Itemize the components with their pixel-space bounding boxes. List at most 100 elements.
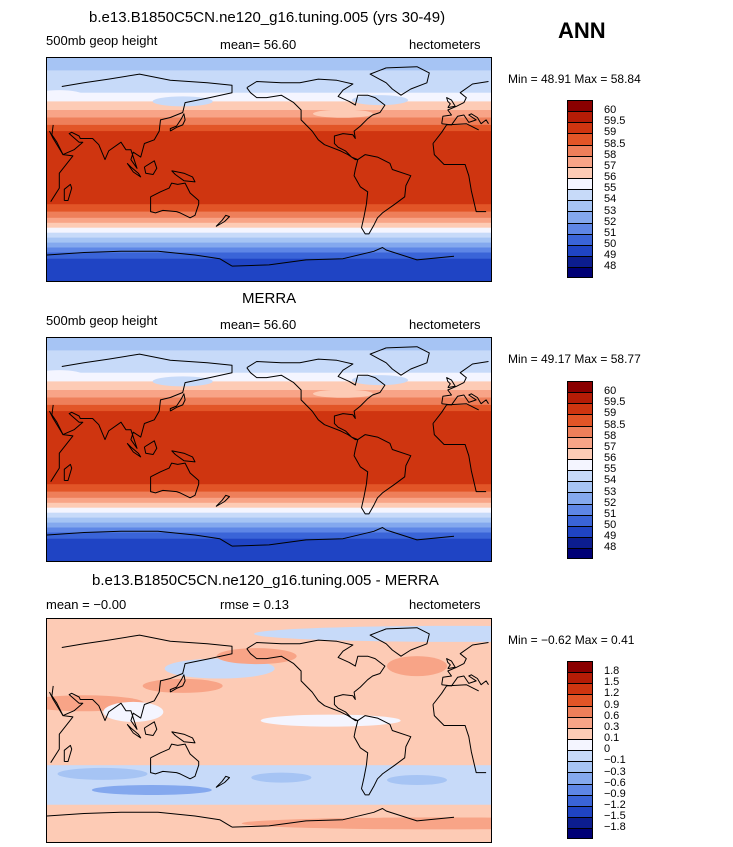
- coastline-outline: [215, 775, 230, 788]
- colorbar-swatch: [567, 267, 593, 279]
- colorbar-swatch: [567, 514, 593, 526]
- colorbar-tick-label: 52: [604, 215, 617, 228]
- colorbar-tick-label: 0.3: [604, 720, 620, 733]
- difference-contour-region: [216, 648, 297, 665]
- coastline-outline: [169, 393, 186, 412]
- height-contour-band: [47, 350, 491, 361]
- colorbar-swatch: [567, 816, 593, 829]
- coastline-outline: [51, 634, 233, 730]
- panel-2-mean-label: mean= 56.60: [220, 317, 297, 332]
- colorbar-tick-label: 57: [604, 440, 617, 453]
- colorbar-swatch: [567, 392, 593, 404]
- colorbar-swatch: [567, 525, 593, 537]
- colorbar-tick-label: 54: [604, 193, 617, 206]
- coastline-outline: [126, 162, 142, 178]
- panel-1-map-svg: [47, 58, 491, 281]
- difference-contour-region: [103, 701, 164, 722]
- colorbar-swatch: [567, 672, 593, 684]
- height-contour-anomaly: [313, 109, 373, 118]
- coastline-outline: [143, 440, 158, 455]
- colorbar-tick-label: 48: [604, 541, 617, 554]
- colorbar-tick-label: 54: [604, 474, 617, 487]
- coastline-group: [47, 627, 489, 828]
- height-contour-band: [47, 227, 491, 234]
- colorbar-swatch: [567, 828, 593, 840]
- colorbar-swatch: [567, 222, 593, 234]
- colorbar-tick-label: 53: [604, 204, 617, 217]
- panel-2-colorbar: [567, 381, 593, 560]
- height-contour-band: [47, 58, 491, 71]
- colorbar-swatch: [567, 447, 593, 459]
- coastline-outline: [441, 674, 489, 687]
- coastline-outline: [143, 160, 158, 175]
- coastline-outline: [215, 214, 230, 227]
- height-contour-band: [47, 538, 491, 561]
- colorbar-tick-label: −1.5: [604, 810, 626, 823]
- height-contour-band: [47, 101, 491, 111]
- colorbar-tick-label: 51: [604, 507, 617, 520]
- panel-3-title: b.e13.B1850C5CN.ne120_g16.tuning.005 - M…: [92, 572, 439, 589]
- coastline-outline: [169, 674, 186, 693]
- coastline-group: [47, 66, 489, 267]
- difference-contour-region: [387, 775, 447, 786]
- height-contour-band: [47, 491, 491, 499]
- coastline-outline: [432, 123, 479, 144]
- height-contour-anomaly: [152, 376, 213, 387]
- colorbar-tick-label: 50: [604, 237, 617, 250]
- height-contour-band: [47, 338, 491, 351]
- colorbar-swatch: [567, 166, 593, 178]
- colorbar-swatch: [567, 772, 593, 784]
- colorbar-swatch: [567, 481, 593, 493]
- panel-2-min-max: Min = 49.17 Max = 58.77: [508, 352, 641, 366]
- height-contour-band: [47, 124, 491, 132]
- colorbar-tick-label: 55: [604, 182, 617, 195]
- height-contour-band: [47, 381, 491, 391]
- colorbar-tick-label: −1.8: [604, 821, 626, 834]
- colorbar-swatch: [567, 716, 593, 728]
- panel-1-min-max: Min = 48.91 Max = 58.84: [508, 72, 641, 86]
- coastline-outline: [432, 403, 479, 424]
- height-contour-band: [47, 217, 491, 224]
- panel-3-mean-label: mean = −0.00: [46, 597, 127, 612]
- difference-contour-region: [241, 817, 491, 830]
- colorbar-swatch: [567, 255, 593, 268]
- coastline-outline: [150, 182, 200, 219]
- colorbar-tick-label: −0.1: [604, 754, 626, 767]
- colorbar-tick-label: 1.5: [604, 676, 620, 689]
- panel-1-map: [46, 57, 492, 282]
- colorbar-swatch: [567, 470, 593, 482]
- coastline-outline: [169, 113, 186, 132]
- coastline-outline: [171, 731, 196, 744]
- colorbar-tick-label: 49: [604, 249, 617, 262]
- colorbar-swatch: [567, 492, 593, 504]
- colorbar-swatch: [567, 133, 593, 145]
- height-contour-band: [47, 242, 491, 249]
- colorbar-swatch: [567, 750, 593, 762]
- colorbar-tick-label: 1.2: [604, 687, 620, 700]
- coastline-outline: [63, 744, 73, 762]
- coastline-outline: [446, 377, 456, 389]
- coastline-outline: [231, 527, 455, 547]
- colorbar-swatch: [567, 436, 593, 448]
- colorbar-swatch: [567, 177, 593, 190]
- panel-1-variable-label: 500mb geop height: [46, 33, 158, 48]
- coastline-group: [47, 346, 489, 547]
- coastline-outline: [49, 410, 74, 482]
- coastline-outline: [231, 247, 455, 267]
- colorbar-swatch: [567, 122, 593, 134]
- height-contour-band: [47, 527, 491, 533]
- colorbar-swatch: [567, 761, 593, 773]
- colorbar-tick-label: 49: [604, 530, 617, 543]
- coastline-outline: [143, 721, 158, 736]
- panel-3-units-label: hectometers: [409, 597, 481, 612]
- coastline-outline: [441, 81, 489, 124]
- panel-1-colorbar: [567, 100, 593, 279]
- panel-3-map: [46, 618, 492, 843]
- coastline-outline: [51, 73, 233, 169]
- height-contour-band: [47, 211, 491, 219]
- height-contour-band: [47, 247, 491, 253]
- colorbar-tick-label: 58.5: [604, 418, 626, 431]
- coastline-outline: [353, 715, 412, 796]
- colorbar-tick-label: 52: [604, 496, 617, 509]
- coastline-outline: [441, 361, 489, 404]
